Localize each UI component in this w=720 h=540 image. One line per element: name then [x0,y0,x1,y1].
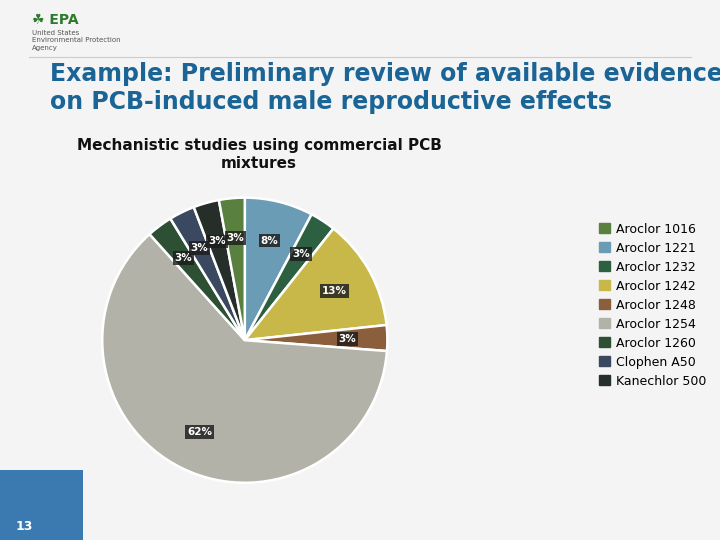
Text: 3%: 3% [191,243,208,253]
Text: 3%: 3% [208,237,226,246]
Wedge shape [150,219,245,340]
Text: ☘ EPA: ☘ EPA [32,14,79,28]
Text: Mechanistic studies using commercial PCB
mixtures: Mechanistic studies using commercial PCB… [77,138,441,171]
Wedge shape [219,198,245,340]
Wedge shape [171,207,245,340]
Text: 13: 13 [16,520,33,534]
Text: 62%: 62% [187,427,212,437]
Legend: Aroclor 1016, Aroclor 1221, Aroclor 1232, Aroclor 1242, Aroclor 1248, Aroclor 12: Aroclor 1016, Aroclor 1221, Aroclor 1232… [598,222,706,388]
Text: 3%: 3% [338,334,356,343]
Text: 3%: 3% [292,249,310,259]
Text: United States
Environmental Protection
Agency: United States Environmental Protection A… [32,30,121,51]
Wedge shape [245,214,333,340]
Wedge shape [245,198,312,340]
Text: 3%: 3% [174,253,192,263]
Text: 8%: 8% [261,235,279,246]
Wedge shape [245,325,387,351]
Wedge shape [194,200,245,340]
Wedge shape [102,234,387,483]
Wedge shape [245,228,387,340]
Text: 13%: 13% [323,286,347,296]
Text: Example: Preliminary review of available evidence
on PCB-induced male reproducti: Example: Preliminary review of available… [50,62,720,114]
Text: 3%: 3% [227,233,244,243]
